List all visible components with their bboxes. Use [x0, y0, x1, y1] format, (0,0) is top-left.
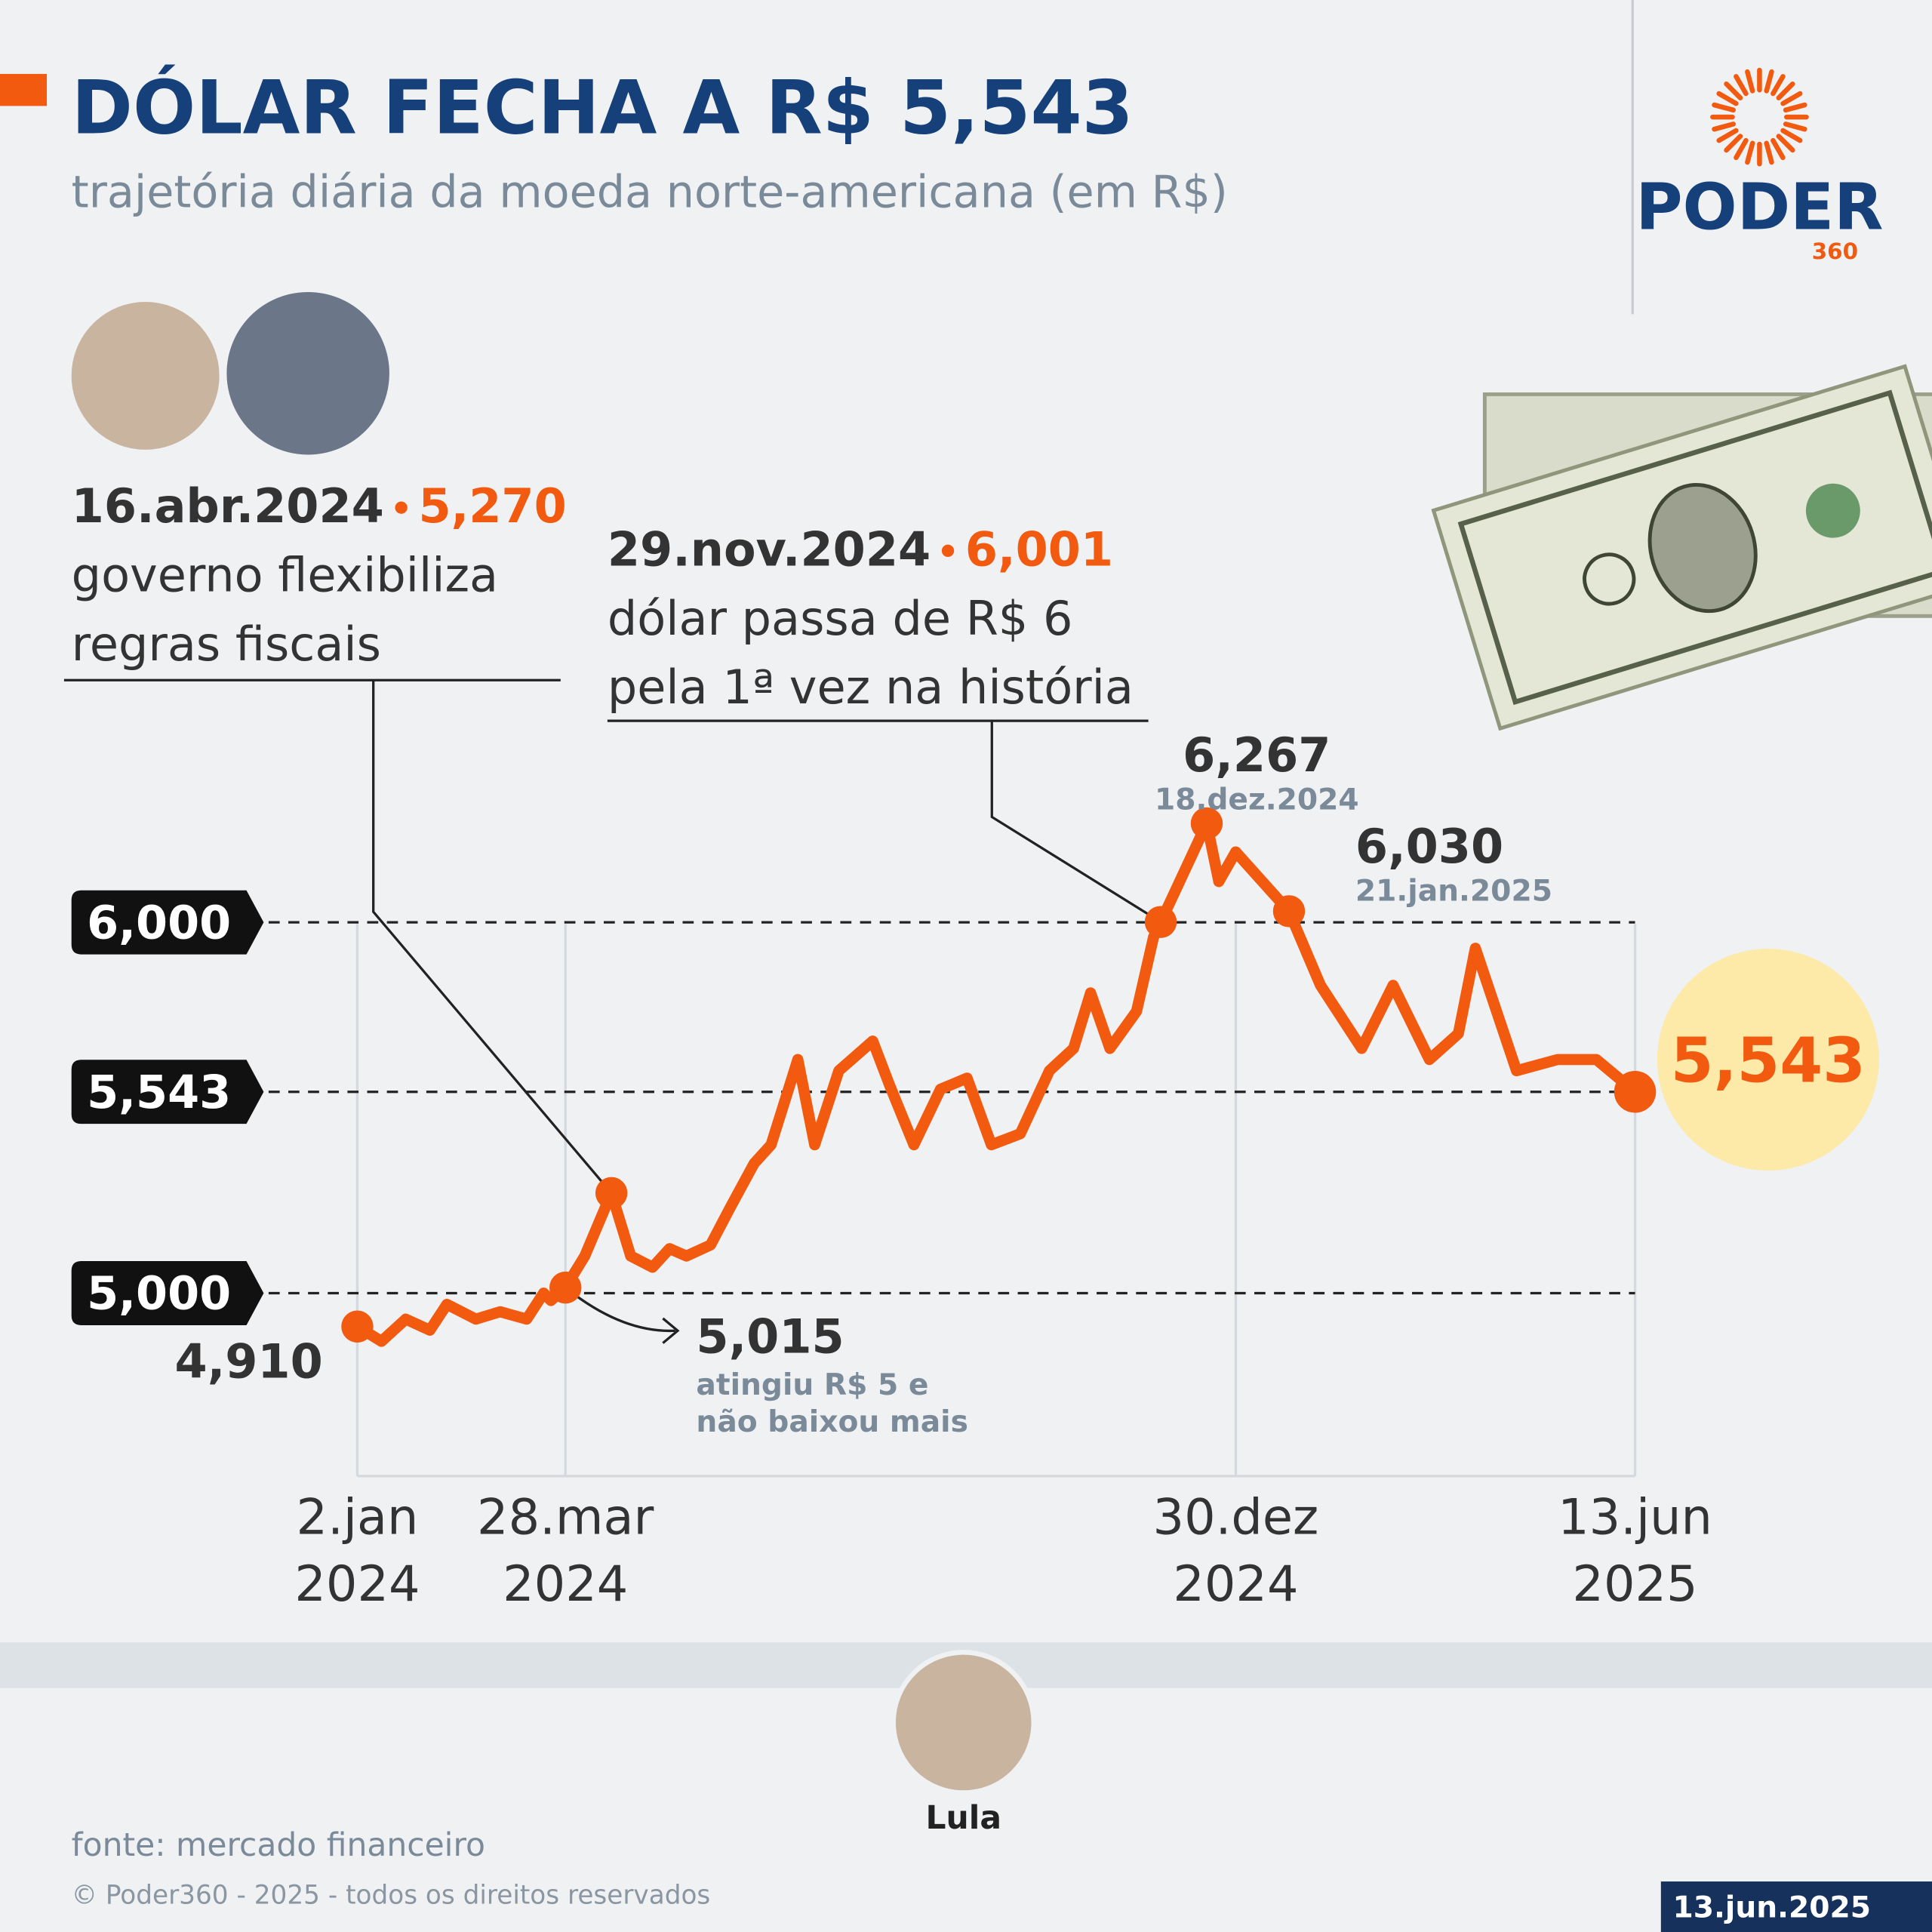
photo	[891, 1650, 1037, 1795]
sun-ray	[1764, 69, 1774, 94]
seal	[1583, 552, 1636, 606]
sun-ray	[1783, 102, 1807, 113]
y-tick-label: 6,000	[87, 897, 231, 949]
sun-ray	[1776, 134, 1795, 153]
seal	[1805, 483, 1860, 538]
y-tick-badge	[71, 1261, 264, 1325]
point	[341, 1310, 374, 1343]
sun-ray	[1712, 122, 1736, 132]
dollar-bills	[1431, 364, 1932, 731]
annotation-date: 18.dez.2024	[1155, 783, 1359, 817]
point	[1614, 1070, 1657, 1113]
annotation-line: atingiu R$ 5 e	[696, 1368, 928, 1402]
value-label: 5,270	[419, 478, 567, 534]
sun-ray	[1716, 128, 1739, 143]
sun-ray	[1783, 122, 1807, 132]
logo-number: 360	[1812, 238, 1858, 264]
annotation-date: 29.nov.2024	[608, 521, 931, 577]
date-badge	[1660, 1881, 1932, 1932]
x-tick-label: 2.jan 2024	[294, 1489, 420, 1613]
accent-mark	[0, 73, 48, 106]
annotation-date: 21.jan.2025	[1355, 874, 1552, 908]
bullet	[395, 501, 408, 514]
value-label: 6,001	[965, 521, 1113, 577]
sun-ray	[1780, 91, 1803, 106]
annotation-date: 16.abr.2024	[72, 478, 384, 534]
sun-ray	[1764, 140, 1774, 165]
annotation-line: governo flexibiliza	[72, 548, 498, 603]
logo-sun	[1710, 67, 1809, 167]
sun-ray	[1780, 128, 1803, 143]
annotation-line: não baixou mais	[696, 1405, 968, 1439]
source: fonte: mercado financeiro	[72, 1827, 485, 1864]
portrait	[1647, 483, 1758, 614]
photos	[0, 287, 1932, 1795]
subtitle: trajetória diária da moeda norte-america…	[72, 165, 1228, 217]
y-tick-label: 5,543	[87, 1066, 231, 1119]
sun-ray	[1770, 137, 1786, 161]
sun-ray	[1734, 137, 1749, 161]
logo-name: PODER	[1635, 171, 1883, 245]
value-label: 5,543	[1671, 1025, 1866, 1097]
x-tick-label: 30.dez 2024	[1153, 1489, 1319, 1613]
copyright: © Poder360 - 2025 - todos os direitos re…	[72, 1880, 711, 1910]
sun-ray	[1745, 69, 1755, 94]
y-tick-badge	[71, 1060, 264, 1124]
x-tick-label: 28.mar 2024	[477, 1489, 654, 1613]
sun-ray	[1724, 81, 1743, 100]
photo-caption: Lula	[926, 1800, 1001, 1837]
value-label: 4,910	[175, 1334, 323, 1389]
title: DÓLAR FECHA A R$ 5,543	[72, 63, 1134, 151]
point	[1144, 906, 1177, 938]
sun-ray	[1712, 102, 1736, 113]
value-label: 6,030	[1355, 819, 1503, 874]
value-label: 6,267	[1183, 728, 1331, 783]
sun-ray	[1716, 91, 1739, 106]
leader-line	[990, 721, 1161, 924]
value-label: 5,015	[696, 1309, 844, 1364]
sun-ray	[1734, 74, 1749, 97]
sun-ray	[1745, 140, 1755, 165]
y-tick-badge	[71, 890, 264, 955]
point	[549, 1271, 582, 1304]
highlight-bubble	[1657, 949, 1879, 1171]
x-tick-label: 13.jun 2025	[1558, 1489, 1712, 1613]
leader-line	[372, 680, 613, 1194]
point	[1272, 895, 1306, 928]
chart: 2.jan 2024 28.mar 2024 30.dez 2024 13.jun 2025 5…	[63, 478, 1879, 1613]
line	[352, 817, 1641, 1347]
leader-arrow	[565, 1286, 680, 1344]
photo	[221, 287, 395, 460]
bill-front	[1431, 364, 1932, 731]
annotation-line: pela 1ª vez na história	[608, 660, 1134, 715]
annotation-line: dólar passa de R$ 6	[608, 591, 1073, 646]
sun-ray	[1724, 134, 1743, 153]
photo	[66, 297, 225, 455]
bill-border	[1457, 389, 1932, 706]
sun-ray	[1770, 74, 1786, 97]
point	[595, 1177, 628, 1210]
bullet	[941, 544, 955, 557]
annotation-line: regras fiscais	[72, 617, 381, 672]
y-tick-label: 5,000	[87, 1268, 231, 1321]
point	[1190, 807, 1223, 840]
footer-date: 13.jun.2025	[1673, 1890, 1872, 1924]
sun-ray	[1776, 81, 1795, 100]
